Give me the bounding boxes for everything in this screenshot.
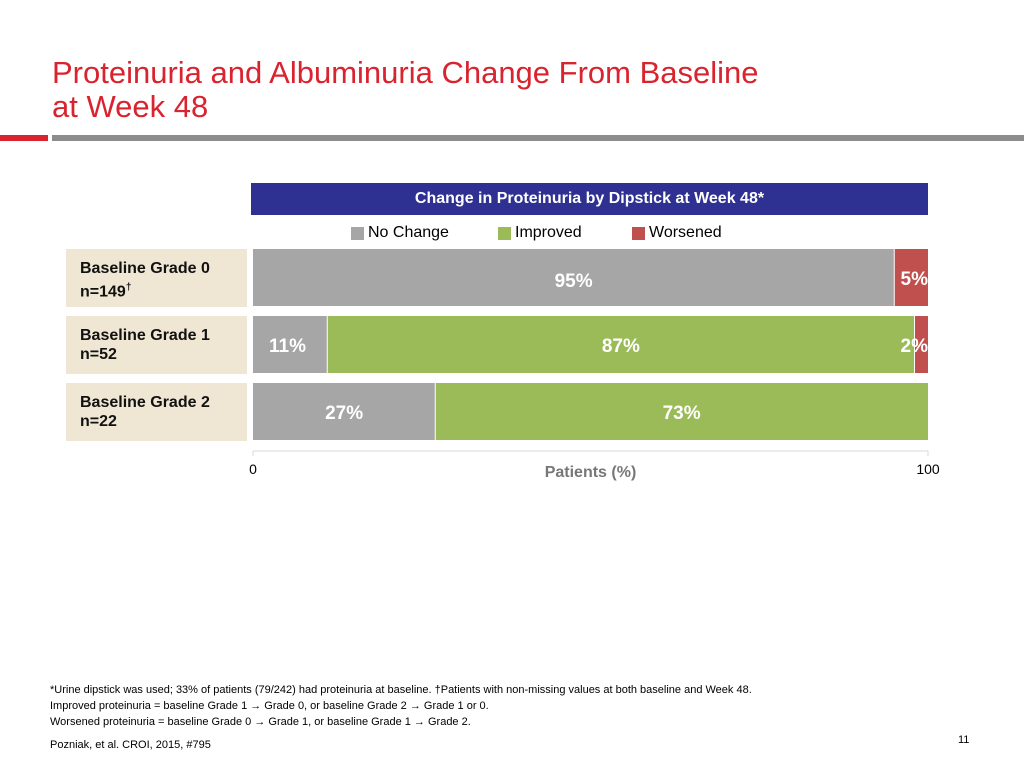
page-title: Proteinuria and Albuminuria Change From … xyxy=(52,56,952,124)
footnote-3: Worsened proteinuria = baseline Grade 0 … xyxy=(50,716,471,728)
row-label-n: n=52 xyxy=(80,346,117,363)
footnote-1: *Urine dipstick was used; 33% of patient… xyxy=(50,684,752,696)
stacked-bar-chart: 95% 5% 11% 87% 2% 27% 73% 0 100 Patients (%) xyxy=(249,249,940,481)
row-label-grade-0: Baseline Grade 0 n=149† xyxy=(66,249,247,307)
data-label-no-change-row-1: 11% xyxy=(269,336,306,357)
data-label-no-change-row-2: 27% xyxy=(325,403,363,424)
citation: Pozniak, et al. CROI, 2015, #795 xyxy=(50,739,211,751)
legend-label-no-change: No Change xyxy=(368,224,449,241)
title-line-2: at Week 48 xyxy=(52,89,209,124)
x-axis-title: Patients (%) xyxy=(545,464,637,481)
data-label-worsened-row-0: 5% xyxy=(901,269,929,290)
row-label-title: Baseline Grade 2 xyxy=(80,394,210,411)
footnote-2: Improved proteinuria = baseline Grade 1 … xyxy=(50,700,489,712)
legend-swatch-no-change xyxy=(351,226,364,240)
title-rule-gray xyxy=(52,135,1024,141)
bar-no-change-row-1 xyxy=(253,316,328,373)
x-tick-label: 100 xyxy=(916,461,940,477)
chart-title: Change in Proteinuria by Dipstick at Wee… xyxy=(414,190,765,207)
row-label-grade-1: Baseline Grade 1 n=52 xyxy=(66,316,247,374)
row-label-grade-2: Baseline Grade 2 n=22 xyxy=(66,383,247,441)
bar-improved-row-1 xyxy=(327,316,915,373)
data-label-improved-row-2: 73% xyxy=(663,403,701,424)
data-label-no-change-row-0: 95% xyxy=(555,271,593,292)
legend-label-improved: Improved xyxy=(515,224,582,241)
bar-improved-row-2 xyxy=(435,383,928,440)
data-label-improved-row-1: 87% xyxy=(602,336,640,357)
bar-worsened-row-0 xyxy=(894,249,928,306)
legend-label-worsened: Worsened xyxy=(649,224,722,241)
row-label-n: n=22 xyxy=(80,413,117,430)
row-label-n: n=149 xyxy=(80,283,126,301)
bar-worsened-row-1 xyxy=(914,316,928,373)
data-label-worsened-row-1: 2% xyxy=(901,336,929,357)
legend-item-worsened: Worsened xyxy=(632,224,722,242)
title-rule-red xyxy=(0,135,48,141)
chart-title-banner: Change in Proteinuria by Dipstick at Wee… xyxy=(251,183,928,215)
legend-swatch-worsened xyxy=(632,226,645,240)
legend-item-no-change: No Change xyxy=(351,224,449,242)
bar-no-change-row-2 xyxy=(253,383,436,440)
bar-no-change-row-0 xyxy=(253,249,895,306)
dagger-mark: † xyxy=(125,282,132,293)
legend-swatch-improved xyxy=(498,226,511,240)
chart-legend: No Change Improved Worsened xyxy=(0,224,1024,244)
title-line-1: Proteinuria and Albuminuria Change From … xyxy=(52,55,759,90)
x-tick-label: 0 xyxy=(249,461,257,477)
page-number: 11 xyxy=(958,734,970,746)
row-label-title: Baseline Grade 0 xyxy=(80,260,210,277)
row-label-title: Baseline Grade 1 xyxy=(80,327,210,344)
legend-item-improved: Improved xyxy=(498,224,582,242)
